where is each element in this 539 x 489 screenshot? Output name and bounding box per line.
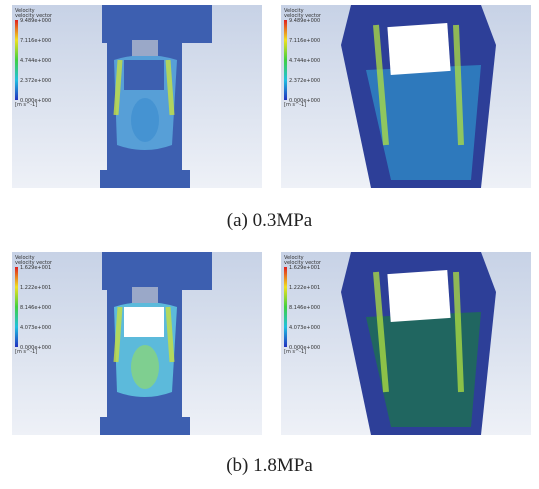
legend-label: 7.116e+000 (20, 38, 51, 44)
legend-label: 1.629e+001 (289, 265, 320, 271)
color-bar (15, 20, 18, 100)
legend-label: 8.146e+000 (289, 305, 320, 311)
legend-unit: [m s^-1] (15, 102, 37, 108)
legend-label: 4.744e+000 (20, 58, 51, 64)
legend-label: 1.222e+001 (20, 285, 51, 291)
legend-label: 2.372e+000 (20, 78, 51, 84)
legend-label: 1.222e+001 (289, 285, 320, 291)
nozzle-block (132, 40, 158, 56)
legend-label: 2.372e+000 (289, 78, 320, 84)
legend-label: 4.744e+000 (289, 58, 320, 64)
caption: (a) 0.3MPa (0, 210, 539, 232)
color-bar (284, 20, 287, 100)
caption: (b) 1.8MPa (0, 455, 539, 477)
legend-label: 9.489e+000 (20, 18, 51, 24)
legend-unit: [m s^-1] (284, 349, 306, 355)
chamber (124, 60, 164, 90)
chamber (387, 23, 450, 75)
color-bar (284, 267, 287, 347)
legend-label: 4.073e+000 (20, 325, 51, 331)
core (131, 98, 159, 142)
legend-unit: [m s^-1] (15, 349, 37, 355)
nozzle-block (132, 287, 158, 303)
legend-label: 8.146e+000 (20, 305, 51, 311)
color-bar (15, 267, 18, 347)
legend-label: 1.629e+001 (20, 265, 51, 271)
legend-label: 7.116e+000 (289, 38, 320, 44)
legend-unit: [m s^-1] (284, 102, 306, 108)
legend-label: 4.073e+000 (289, 325, 320, 331)
chamber (387, 270, 450, 322)
legend-label: 9.489e+000 (289, 18, 320, 24)
chamber (124, 307, 164, 337)
figure-page: (a) 0.3MPa (b) 1.8MPa Velocityvelocity v… (0, 0, 539, 489)
core (131, 345, 159, 389)
